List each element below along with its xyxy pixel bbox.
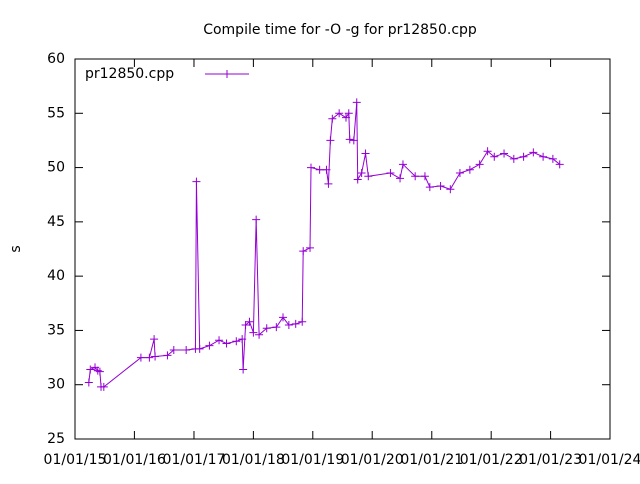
y-tick-label: 45	[47, 214, 65, 230]
y-axis-label: s	[8, 245, 24, 252]
point-marker	[398, 160, 407, 169]
point-marker	[345, 135, 354, 144]
plot-border	[74, 58, 611, 440]
y-tick-label: 60	[47, 51, 65, 67]
point-marker	[279, 313, 288, 322]
x-tick-label: 01/01/18	[222, 452, 285, 468]
y-tick-label: 25	[47, 431, 65, 447]
point-marker	[272, 323, 281, 332]
point-marker	[95, 367, 104, 376]
point-marker	[222, 339, 231, 348]
point-marker	[349, 136, 358, 145]
x-tick-label: 01/01/20	[341, 452, 404, 468]
point-marker	[145, 353, 154, 362]
point-marker	[252, 215, 261, 224]
point-marker	[386, 169, 395, 177]
point-marker	[232, 337, 241, 346]
point-marker	[284, 321, 293, 329]
point-marker	[328, 114, 337, 123]
point-marker	[169, 345, 178, 354]
point-marker	[195, 344, 204, 353]
point-marker	[361, 149, 370, 158]
point-marker	[548, 154, 557, 163]
point-marker	[352, 98, 361, 107]
legend-marker	[223, 70, 231, 78]
y-tick-label: 50	[47, 160, 65, 176]
point-marker	[182, 345, 191, 354]
point-marker	[420, 172, 429, 181]
point-marker	[425, 183, 434, 192]
point-marker	[136, 353, 145, 362]
point-marker	[326, 136, 335, 145]
point-marker	[99, 382, 108, 391]
point-marker	[335, 109, 344, 118]
point-marker	[357, 169, 366, 177]
point-marker	[238, 335, 247, 344]
point-marker	[490, 152, 499, 161]
point-marker	[529, 148, 538, 157]
point-marker	[306, 243, 315, 252]
point-marker	[555, 160, 564, 169]
legend-label: pr12850.cpp	[85, 66, 174, 82]
point-marker	[93, 366, 102, 375]
point-marker	[396, 174, 405, 183]
point-marker	[255, 330, 264, 339]
point-marker	[315, 165, 324, 174]
point-marker	[539, 152, 548, 161]
point-marker	[205, 341, 214, 350]
x-tick-label: 01/01/19	[281, 452, 344, 468]
series-line	[88, 102, 561, 388]
x-tick-label: 01/01/22	[460, 452, 523, 468]
point-marker	[455, 169, 464, 177]
point-marker	[341, 113, 350, 122]
point-marker	[241, 321, 250, 329]
y-tick-label: 35	[47, 322, 65, 338]
point-marker	[299, 247, 308, 256]
point-marker	[245, 317, 254, 326]
y-tick-label: 40	[47, 268, 65, 284]
point-marker	[500, 149, 509, 158]
point-marker	[262, 324, 271, 333]
point-marker	[215, 336, 224, 345]
point-marker	[192, 177, 201, 186]
point-marker	[446, 185, 455, 194]
x-tick-label: 01/01/16	[103, 452, 166, 468]
x-tick-label: 01/01/21	[400, 452, 463, 468]
point-marker	[307, 163, 316, 172]
point-marker	[465, 165, 474, 174]
point-marker	[509, 154, 518, 163]
point-marker	[150, 335, 159, 344]
point-marker	[298, 317, 307, 326]
point-marker	[86, 365, 95, 374]
point-marker	[475, 160, 484, 169]
y-tick-label: 30	[47, 377, 65, 393]
point-marker	[364, 172, 373, 181]
chart-title: Compile time for -O -g for pr12850.cpp	[203, 22, 477, 38]
point-marker	[324, 179, 333, 188]
x-tick-label: 01/01/24	[579, 452, 640, 468]
point-marker	[151, 352, 160, 361]
point-marker	[353, 175, 362, 184]
x-tick-label: 01/01/15	[44, 452, 107, 468]
x-tick-label: 01/01/23	[519, 452, 582, 468]
point-marker	[322, 165, 331, 174]
point-marker	[483, 147, 492, 156]
point-marker	[239, 365, 248, 374]
point-marker	[436, 182, 445, 191]
point-marker	[84, 378, 93, 387]
x-tick-label: 01/01/17	[163, 452, 226, 468]
point-marker	[411, 172, 420, 181]
y-tick-label: 55	[47, 105, 65, 121]
point-marker	[291, 319, 300, 328]
point-marker	[163, 351, 172, 360]
point-marker	[519, 152, 528, 161]
point-marker	[249, 328, 258, 337]
point-marker	[344, 109, 353, 118]
